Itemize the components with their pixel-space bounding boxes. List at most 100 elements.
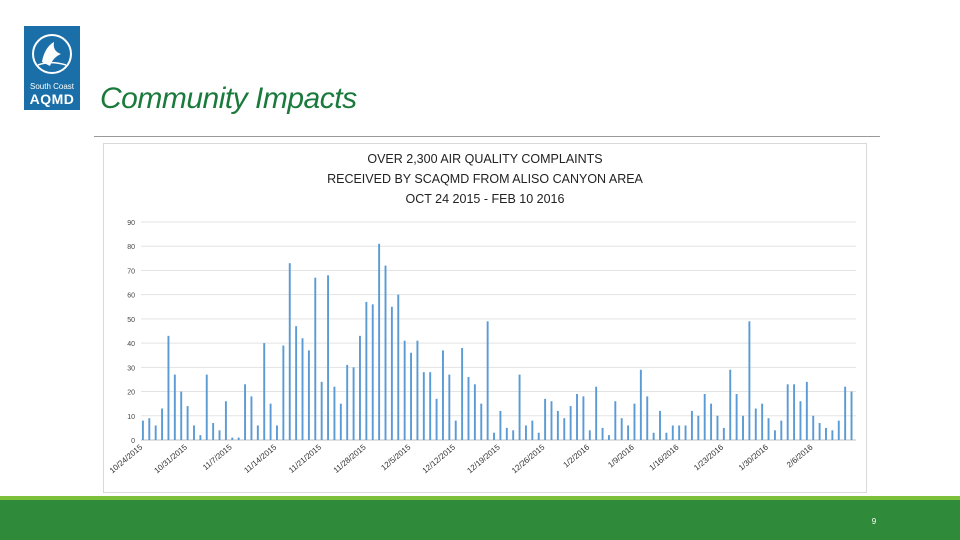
data-bar xyxy=(722,427,725,440)
y-tick-label: 20 xyxy=(127,390,135,397)
data-bar xyxy=(499,410,502,440)
data-bar xyxy=(690,410,693,440)
data-bar xyxy=(435,398,438,440)
data-bar xyxy=(850,391,853,440)
data-bar xyxy=(735,393,738,440)
footer-bar xyxy=(0,500,960,540)
data-bar xyxy=(448,374,451,440)
data-bar xyxy=(786,384,789,440)
x-tick-label: 10/24/2015 xyxy=(108,442,145,475)
data-bar xyxy=(365,301,368,440)
data-bar xyxy=(716,415,719,440)
data-bar xyxy=(416,340,419,440)
data-bar xyxy=(659,410,661,440)
data-bar xyxy=(295,326,298,440)
y-tick-label: 70 xyxy=(127,268,135,275)
x-tick-label: 1/9/2016 xyxy=(606,442,636,469)
data-bar xyxy=(531,420,534,440)
data-bar xyxy=(793,384,796,440)
data-bar xyxy=(754,408,757,440)
data-bar xyxy=(269,403,272,440)
logo-text-south-coast: South Coast xyxy=(29,82,75,91)
data-bar xyxy=(595,386,598,440)
data-bar xyxy=(601,427,604,440)
data-bar xyxy=(339,403,342,440)
data-bar xyxy=(633,403,636,440)
data-bar xyxy=(167,335,170,440)
data-bar xyxy=(563,418,566,440)
logo-text-aqmd: AQMD xyxy=(29,91,75,107)
data-bar xyxy=(193,425,195,440)
data-bar xyxy=(224,401,227,440)
data-bar xyxy=(569,406,572,440)
page-number: 9 xyxy=(871,517,877,526)
data-bar xyxy=(333,386,336,440)
data-bar xyxy=(665,432,668,440)
data-bar xyxy=(537,432,540,440)
data-bar xyxy=(620,418,623,440)
data-bar xyxy=(320,381,323,440)
data-bar xyxy=(327,275,330,440)
data-bar xyxy=(646,396,649,440)
x-tick-label: 11/28/2015 xyxy=(332,442,368,475)
data-bar xyxy=(678,425,681,440)
data-bar xyxy=(282,345,285,440)
data-bar xyxy=(588,430,591,440)
chart-title-line-1: OVER 2,300 AIR QUALITY COMPLAINTS xyxy=(367,152,603,166)
data-bar xyxy=(307,350,310,440)
x-tick-label: 11/7/2015 xyxy=(201,442,234,472)
data-bar xyxy=(218,430,221,440)
x-tick-label: 10/31/2015 xyxy=(153,442,190,475)
data-bar xyxy=(627,425,630,440)
data-bar xyxy=(205,374,208,440)
slide-title: Community Impacts xyxy=(100,82,357,115)
data-bar xyxy=(837,420,840,440)
data-bar xyxy=(550,401,553,440)
data-bar xyxy=(652,432,655,440)
data-bar xyxy=(671,425,674,440)
data-bar xyxy=(767,418,770,440)
data-bar xyxy=(544,398,547,440)
x-tick-label: 12/19/2015 xyxy=(465,442,502,475)
data-bar xyxy=(799,401,802,440)
data-bar xyxy=(684,425,687,440)
data-bar xyxy=(161,408,164,440)
data-bar xyxy=(812,415,815,440)
data-bar xyxy=(410,352,412,440)
data-bar xyxy=(844,386,847,440)
chart-frame xyxy=(103,143,867,493)
data-bar xyxy=(371,304,374,440)
x-tick-label: 2/6/2016 xyxy=(785,442,815,469)
y-tick-label: 60 xyxy=(127,293,135,300)
data-bar xyxy=(825,427,827,440)
y-tick-label: 80 xyxy=(127,244,135,251)
data-bar xyxy=(607,435,610,440)
y-tick-label: 50 xyxy=(127,317,135,324)
data-bar xyxy=(703,393,706,440)
data-bar xyxy=(403,340,406,440)
data-bar xyxy=(729,369,732,440)
chart-title-line-3: OCT 24 2015 - FEB 10 2016 xyxy=(405,192,565,206)
data-bar xyxy=(199,435,202,440)
data-bar xyxy=(442,350,444,440)
data-bar xyxy=(805,381,808,440)
data-bar xyxy=(276,425,278,440)
data-bar xyxy=(831,430,834,440)
data-bar xyxy=(378,243,381,440)
data-bar xyxy=(346,364,349,440)
data-bar xyxy=(314,277,317,440)
x-tick-label: 12/26/2015 xyxy=(510,442,547,475)
data-bar xyxy=(186,406,189,440)
data-bar xyxy=(397,294,400,440)
data-bar xyxy=(461,347,464,440)
data-bar xyxy=(556,410,559,440)
data-bar xyxy=(231,437,234,440)
x-tick-label: 1/2/2016 xyxy=(562,442,592,469)
x-tick-label: 1/23/2016 xyxy=(692,442,725,472)
data-bar xyxy=(512,430,515,440)
data-bar xyxy=(288,263,291,440)
data-bar xyxy=(710,403,713,440)
data-bar xyxy=(263,343,266,440)
data-bar xyxy=(486,321,489,440)
